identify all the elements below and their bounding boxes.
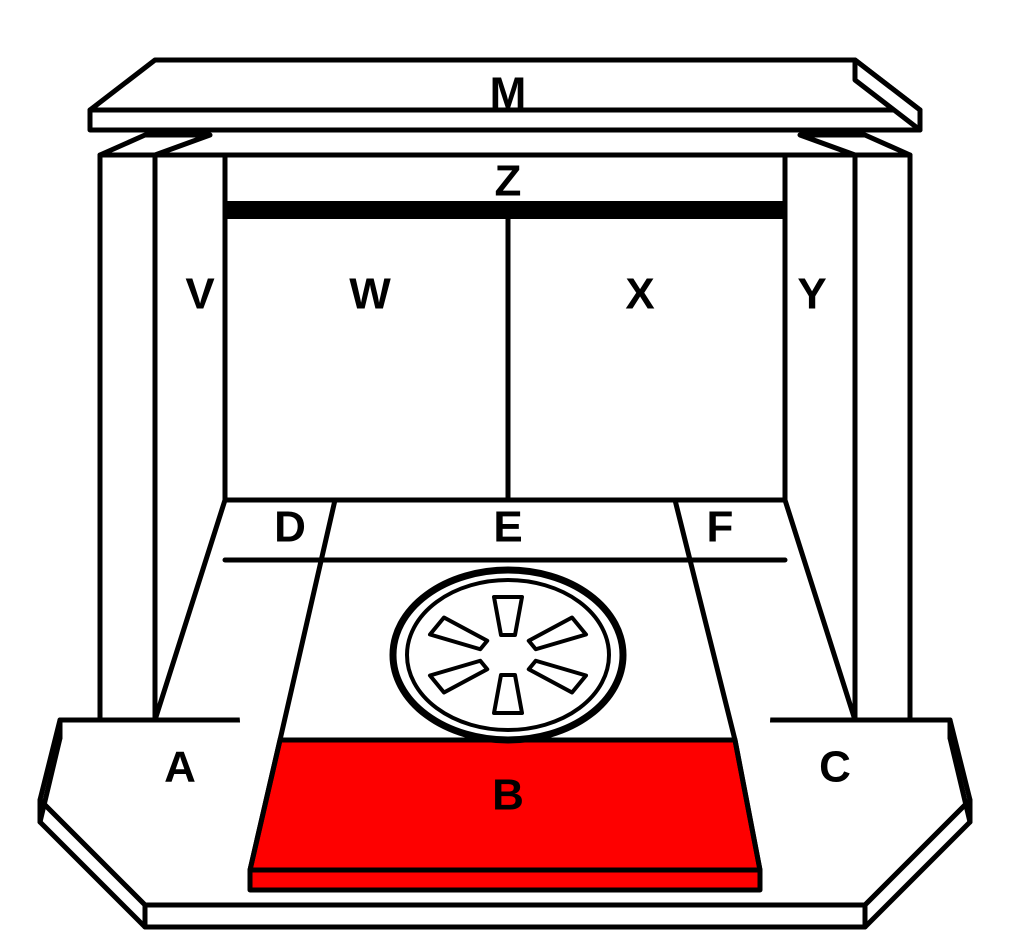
pillar-left-front (100, 155, 155, 720)
label-b: B (492, 771, 524, 820)
label-m: M (490, 69, 527, 118)
pillar-right-front (855, 155, 910, 720)
label-x: X (625, 270, 654, 319)
pillar-left-top (100, 135, 210, 155)
label-z: Z (495, 157, 522, 206)
label-f: F (707, 503, 734, 552)
label-d: D (274, 503, 306, 552)
pillar-right-top (800, 135, 910, 155)
pillar-left-side (155, 155, 225, 720)
label-w: W (349, 270, 391, 319)
label-v: V (185, 270, 215, 319)
segment-B-edge (250, 870, 760, 890)
label-c: C (819, 743, 851, 792)
label-e: E (493, 503, 522, 552)
pillar-right-side (785, 155, 855, 720)
diagram-svg: MZ V W X Y D E F A B C (0, 0, 1013, 950)
platform-edge-front (145, 905, 865, 927)
label-a: A (164, 743, 196, 792)
label-y: Y (797, 270, 826, 319)
